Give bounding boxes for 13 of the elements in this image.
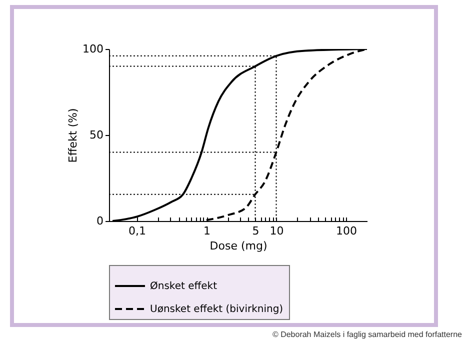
x-tick-label: 5	[252, 224, 260, 238]
x-tick-label: 0,1	[128, 224, 146, 238]
legend-label: Uønsket effekt (bivirkning)	[150, 304, 284, 315]
x-axis-title: Dose (mg)	[210, 240, 268, 252]
y-tick-label: 0	[96, 214, 104, 228]
x-tick-label: 10	[270, 224, 284, 238]
x-tick-label: 100	[336, 224, 358, 238]
x-tick-label: 1	[204, 224, 211, 238]
y-tick-label: 50	[90, 128, 104, 142]
y-axis-title: Effekt (%)	[66, 108, 80, 163]
legend-label: Ønsket effekt	[150, 281, 218, 292]
y-tick-label: 100	[82, 42, 104, 56]
text: © Deborah Maizels i faglig samarbeid med forfatterne	[272, 330, 462, 339]
